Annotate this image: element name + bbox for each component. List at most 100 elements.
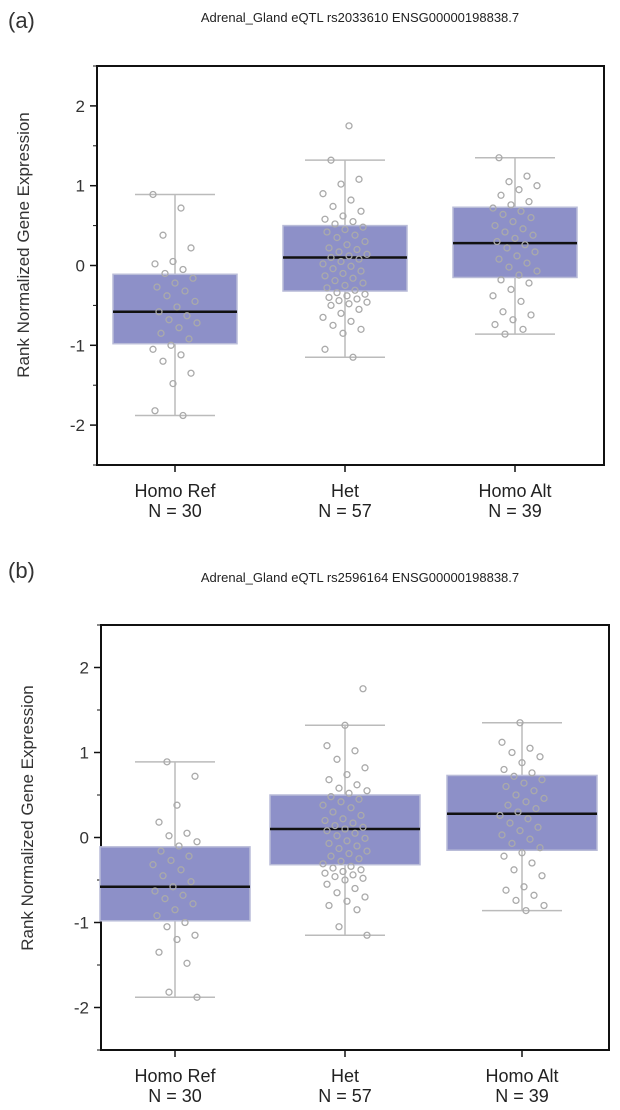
data-point <box>525 198 533 206</box>
panel-b-label: (b) <box>8 558 35 583</box>
data-point <box>325 776 333 784</box>
data-point <box>191 297 199 306</box>
data-point <box>189 274 197 282</box>
data-point <box>351 286 359 294</box>
data-point <box>333 288 341 297</box>
data-point <box>353 842 361 850</box>
data-point <box>363 931 371 939</box>
data-point <box>508 748 516 757</box>
data-point <box>331 872 339 881</box>
data-point <box>515 271 523 279</box>
data-point <box>329 864 337 872</box>
data-point <box>153 283 161 291</box>
data-point <box>171 279 179 287</box>
data-point <box>157 329 165 337</box>
data-point <box>505 263 513 271</box>
data-point <box>151 887 159 895</box>
data-point <box>183 312 191 320</box>
data-point <box>187 369 195 377</box>
data-point <box>347 196 355 204</box>
data-point <box>185 335 193 343</box>
data-point <box>341 225 349 234</box>
data-point <box>353 245 361 254</box>
data-point <box>499 308 507 316</box>
x-category-label: Het <box>331 481 359 501</box>
data-point <box>325 293 333 302</box>
data-point <box>527 311 535 319</box>
data-point <box>489 204 497 212</box>
data-point <box>361 290 369 298</box>
panel-a-title: Adrenal_Gland eQTL rs2033610 ENSG0000019… <box>201 10 519 25</box>
data-point <box>319 860 327 868</box>
data-point <box>502 782 510 791</box>
x-category-n: N = 30 <box>148 1086 202 1106</box>
data-point <box>193 838 201 846</box>
data-point <box>355 855 363 863</box>
data-point <box>153 912 161 920</box>
data-point <box>329 321 337 330</box>
data-point <box>331 277 339 285</box>
data-point <box>337 798 345 806</box>
data-point <box>177 866 185 874</box>
data-point <box>171 906 179 914</box>
data-point <box>341 721 349 729</box>
data-point <box>321 869 329 877</box>
x-category-label: Homo Ref <box>134 481 216 501</box>
data-point <box>534 823 542 831</box>
data-point <box>528 859 536 867</box>
data-point <box>351 231 359 239</box>
data-point <box>355 255 363 263</box>
data-point <box>351 884 359 893</box>
data-point <box>495 154 503 162</box>
data-point <box>161 269 169 278</box>
data-point <box>536 753 544 761</box>
data-point <box>169 379 177 388</box>
data-point <box>526 744 534 752</box>
data-point <box>359 223 367 231</box>
data-point <box>359 279 367 287</box>
panel-a-label: (a) <box>8 8 35 33</box>
panel-a: (a) Adrenal_Gland eQTL rs2033610 ENSG000… <box>8 8 605 521</box>
data-point <box>531 248 539 256</box>
data-point <box>151 407 159 415</box>
y-tick-label: 1 <box>80 744 89 763</box>
data-point <box>187 878 195 886</box>
data-point <box>500 852 508 860</box>
data-point <box>183 829 191 837</box>
data-point <box>520 779 528 787</box>
x-category-label: Homo Ref <box>134 1066 216 1086</box>
data-point <box>163 923 171 931</box>
data-point <box>325 901 333 910</box>
data-point <box>191 772 199 780</box>
data-point <box>345 300 353 308</box>
data-point <box>361 237 369 246</box>
data-point <box>504 801 512 809</box>
data-point <box>159 231 167 239</box>
data-point <box>519 325 527 333</box>
y-tick-label: -2 <box>74 999 89 1018</box>
data-point <box>493 237 501 246</box>
data-point <box>495 255 503 263</box>
data-point <box>321 345 329 353</box>
data-point <box>511 234 519 243</box>
x-category-n: N = 39 <box>488 501 542 521</box>
data-point <box>357 866 365 874</box>
data-point <box>177 351 185 359</box>
data-point <box>161 895 169 903</box>
data-point <box>343 292 351 300</box>
data-point <box>357 207 365 215</box>
data-point <box>319 801 327 809</box>
data-point <box>496 811 504 820</box>
data-point <box>321 816 329 825</box>
data-point <box>179 891 187 899</box>
data-point <box>347 862 355 871</box>
data-point <box>333 233 341 242</box>
x-category-n: N = 57 <box>318 1086 372 1106</box>
data-point <box>530 787 538 795</box>
data-point <box>339 867 347 876</box>
data-point <box>339 269 347 278</box>
data-point <box>355 795 363 803</box>
data-point <box>193 993 201 1001</box>
data-point <box>361 893 369 901</box>
data-point <box>505 178 513 186</box>
